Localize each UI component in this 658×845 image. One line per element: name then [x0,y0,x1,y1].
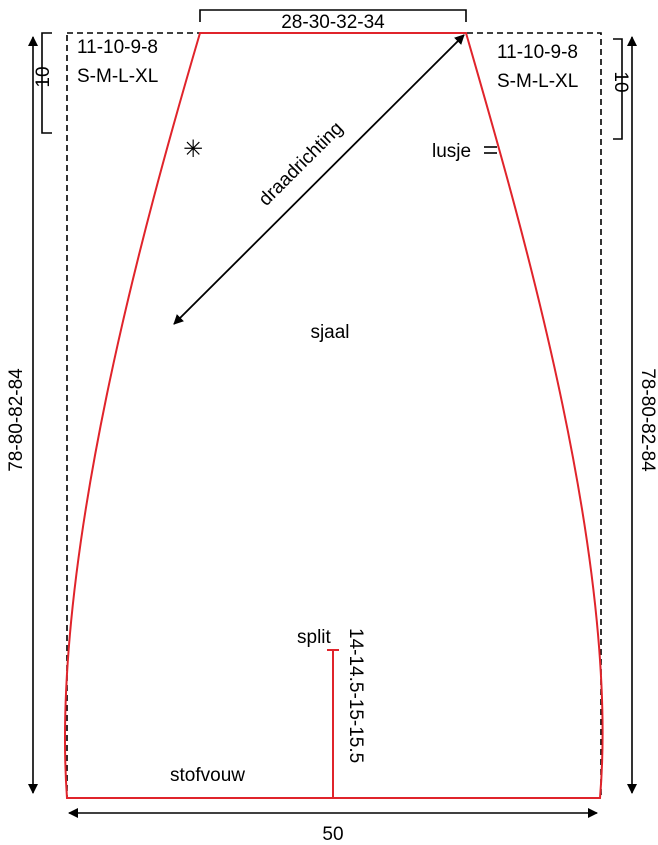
top-width-label: 28-30-32-34 [281,12,385,33]
right-height-label: 78-80-82-84 [637,368,658,472]
left-corner-drop-label: 10 [33,66,54,87]
grain-line-arrow [173,34,465,325]
split-length-label: 14-14.5-15-15.5 [345,628,366,763]
piece-name-label: sjaal [310,322,349,343]
top-width-bracket [199,9,467,22]
left-height-label: 78-80-82-84 [6,368,27,472]
left-corner-offset-label: 11-10-9-8 [77,37,158,58]
loop-marker [484,146,497,154]
right-corner-offset-label: 11-10-9-8 [497,42,578,63]
right-corner-drop-label: 10 [610,71,631,92]
split-label: split [297,627,332,648]
loop-label: lusje [432,141,471,162]
left-corner-drop-bracket [41,32,52,134]
right-corner-drop-bracket [613,38,623,140]
left-sizes-label: S-M-L-XL [77,66,158,87]
asterisk-mark-icon: ✳ [183,135,203,163]
bottom-width-label: 50 [322,824,343,845]
pattern-outline [64,32,604,799]
fold-label: stofvouw [170,765,245,786]
split-line [327,649,339,798]
right-sizes-label: S-M-L-XL [497,71,578,92]
